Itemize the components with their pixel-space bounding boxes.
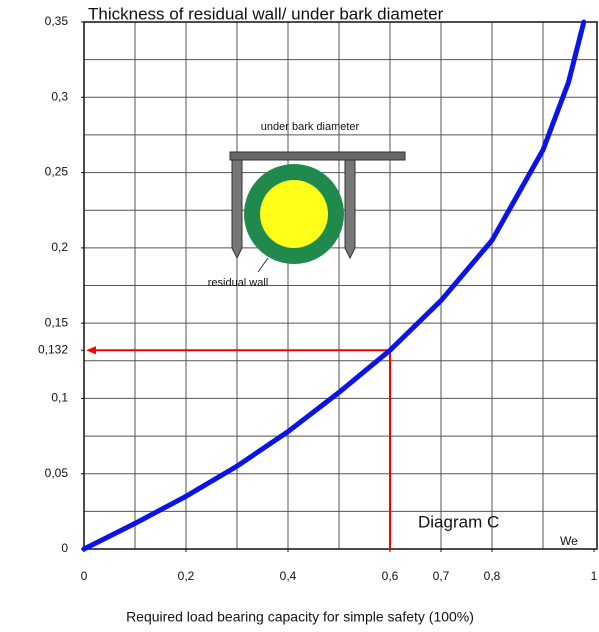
y-tick-label: 0 bbox=[61, 541, 68, 555]
crossbar bbox=[230, 152, 405, 160]
x-tick-label: 0,6 bbox=[382, 569, 399, 583]
x-tick-label: 0,4 bbox=[280, 569, 297, 583]
x-tick-label: 0 bbox=[81, 569, 88, 583]
wood-core bbox=[260, 180, 328, 248]
y-tick-label: 0,132 bbox=[38, 342, 68, 356]
x-axis-label: Required load bearing capacity for simpl… bbox=[126, 609, 474, 625]
jaw bbox=[345, 160, 355, 258]
inset-label: under bark diameter bbox=[261, 121, 360, 133]
annotation: Diagram C bbox=[418, 512, 499, 531]
x-tick-label: 0,8 bbox=[484, 569, 501, 583]
y-tick-label: 0,05 bbox=[45, 466, 69, 480]
page: Thickness of residual wall/ under bark d… bbox=[0, 0, 599, 632]
x-tick-label: 0,2 bbox=[178, 569, 195, 583]
y-tick-label: 0,2 bbox=[51, 240, 68, 254]
jaw bbox=[232, 160, 242, 258]
y-tick-label: 0,1 bbox=[51, 391, 68, 405]
y-tick-label: 0,25 bbox=[45, 165, 69, 179]
annotation: We bbox=[560, 534, 578, 548]
arrow-head bbox=[86, 346, 96, 354]
chart-title: Thickness of residual wall/ under bark d… bbox=[88, 4, 444, 23]
inset-label: residual wall bbox=[208, 277, 269, 289]
y-tick-label: 0,15 bbox=[45, 315, 69, 329]
y-tick-label: 0,3 bbox=[51, 89, 68, 103]
plot-grid bbox=[84, 22, 597, 549]
pointer bbox=[258, 258, 268, 272]
x-tick-label: 1 bbox=[591, 569, 598, 583]
chart: Thickness of residual wall/ under bark d… bbox=[0, 0, 599, 632]
y-tick-label: 0,35 bbox=[45, 14, 69, 28]
x-tick-label: 0,7 bbox=[433, 569, 450, 583]
